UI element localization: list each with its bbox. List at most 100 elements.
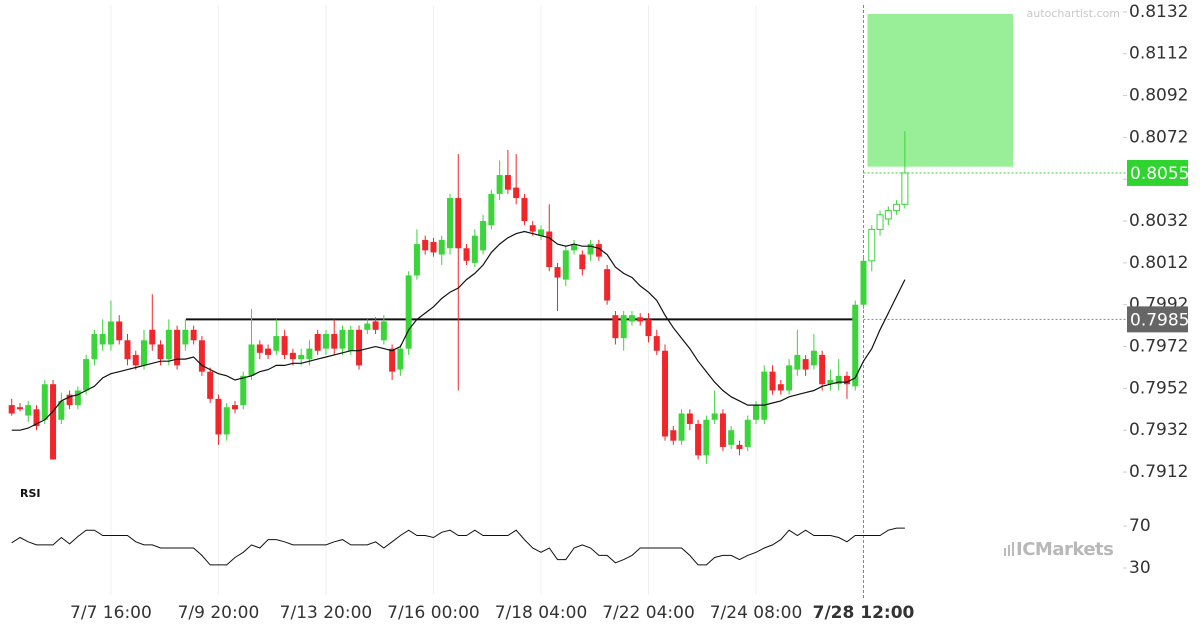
candle-body [827,380,834,385]
y-tick-label: 30 [1129,558,1151,578]
target-zone [867,13,1013,167]
candle-body [248,344,255,376]
candle-body [529,225,536,232]
candle-body [744,419,751,447]
candle-body [58,400,65,420]
logo: ICMarkets [1004,539,1114,560]
candle-body [157,344,164,360]
y-tick-label: 70 [1129,516,1151,536]
candle-body [413,244,420,276]
candle-body [562,250,569,280]
candle-body [546,231,553,268]
y-tick-label: 0.7932 [1129,420,1188,440]
candle-body [83,359,90,391]
candle-body [686,413,693,424]
candle-body [736,444,743,450]
candle-body [488,193,495,226]
y-tick-label: 0.8132 [1129,2,1188,22]
candle-body [141,340,148,366]
candle-body [761,371,768,420]
candle-body [174,329,181,366]
candle-body [579,254,586,270]
candle-body [107,321,114,345]
candle-body [322,334,329,349]
candle-body [753,405,759,420]
candle-body [860,260,867,305]
candle-body [637,317,644,322]
price-label-box [1127,159,1188,186]
candle-body [91,334,98,360]
y-tick-label: 0.8112 [1129,44,1188,64]
candle-body [99,334,106,345]
candle-body [769,371,776,391]
candle-body [8,405,15,414]
x-tick-label: 7/9 20:00 [178,603,260,623]
candle-body [595,244,602,257]
candle-body [587,244,594,255]
candle-body [777,384,784,391]
candle-body [496,175,503,194]
candle-body [356,329,363,366]
candle-body [604,269,611,301]
candle-body [240,375,247,406]
candle-body [50,384,57,460]
candle-body [190,329,197,341]
candle-body [265,348,272,355]
logo-bar [1008,545,1010,556]
logo-text: ICMarkets [1016,539,1113,560]
candle-body [364,323,371,330]
x-tick-label: 7/24 08:00 [710,603,803,623]
candle-body [438,239,445,255]
y-tick-label: 0.8032 [1129,211,1188,231]
y-tick-label: 0.7912 [1129,462,1188,482]
candle-body [149,329,156,345]
candle-body [124,340,131,360]
level-label-box [1127,306,1188,333]
price-label: 0.8055 [1130,164,1189,184]
candle-body [380,321,387,341]
candle-body [331,334,338,349]
candle-body [628,315,635,322]
x-tick-label: 7/28 12:00 [813,603,915,623]
candle-body [273,336,280,351]
candle-body [670,430,677,441]
candle-body [893,203,901,212]
candle-body [256,344,263,353]
candle-body [198,340,205,372]
candle-body [281,336,288,355]
candle-body [33,409,40,427]
y-tick-label: 0.7952 [1129,378,1188,398]
candle-body [306,348,313,360]
candle-body [876,214,884,230]
x-tick-label: 7/22 04:00 [602,603,695,623]
candle-body [521,198,528,222]
candle-body [711,413,718,420]
candle-body [463,248,470,261]
candle-body [223,407,230,435]
candle-body [480,221,487,251]
candle-body [728,430,735,445]
candle-body [901,172,909,205]
candle-body [347,329,354,351]
candle-body [339,329,346,349]
candle-body [703,419,710,456]
candle-body [554,267,561,278]
candle-body [678,413,685,441]
candle-body [231,405,238,410]
candle-body [397,348,404,370]
candle-body [620,315,627,339]
candle-body [852,304,859,387]
candle-body [41,384,48,420]
candle-body [695,423,702,456]
candle-body [405,275,412,349]
candle-body [430,241,437,253]
candle-body [25,405,32,416]
candle-body [835,375,842,385]
level-label: 0.7985 [1130,310,1189,330]
logo-bar [1004,548,1006,556]
x-tick-label: 7/7 16:00 [70,603,152,623]
candle-body [786,365,793,391]
candle-body [16,407,23,410]
candle-body [810,350,817,366]
